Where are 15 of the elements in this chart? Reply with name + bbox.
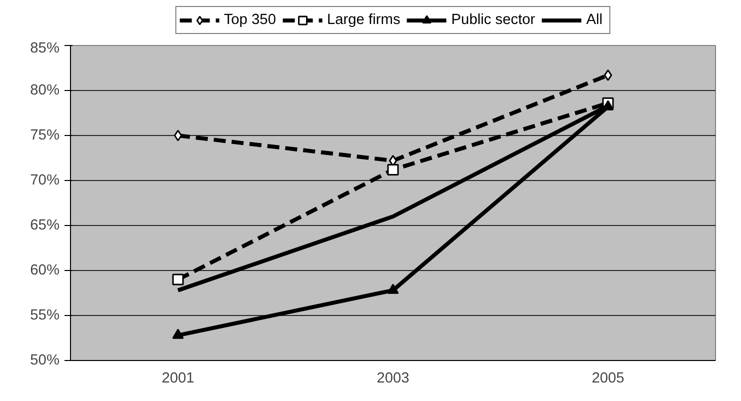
y-tick-label: 85%	[30, 40, 60, 56]
legend-label: Public sector	[451, 12, 536, 28]
y-tick-label: 60%	[30, 262, 60, 278]
y-tick-label: 50%	[30, 352, 60, 368]
legend-label: Top 350	[224, 12, 276, 28]
legend-label: All	[586, 12, 604, 28]
y-tick-label: 80%	[30, 82, 60, 98]
x-tick-label: 2003	[376, 370, 410, 386]
y-tick-label: 65%	[30, 218, 60, 234]
y-tick-label: 55%	[30, 308, 60, 324]
x-tick-label: 2001	[162, 370, 194, 386]
y-tick-label: 70%	[30, 172, 60, 188]
y-tick-label: 75%	[30, 128, 60, 144]
x-tick-label: 2005	[592, 370, 624, 386]
legend-label: Large firms	[326, 12, 400, 28]
